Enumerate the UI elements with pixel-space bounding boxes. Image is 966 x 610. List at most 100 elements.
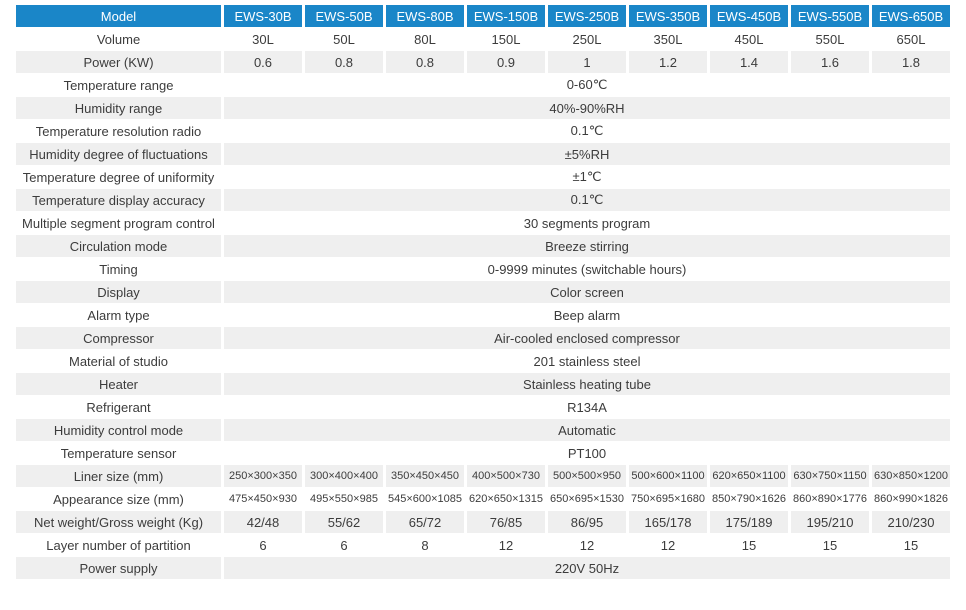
spec-cell: 620×650×1100 [710,465,788,487]
spec-cell: 850×790×1626 [711,493,787,505]
spec-cell: 650L [896,31,926,47]
model-header: EWS-150B [467,5,545,27]
model-header: EWS-250B [548,5,626,27]
table-row: Temperature range 0-60℃ [16,74,950,96]
spec-cell: 50L [333,31,355,47]
spec-cell: 15 [822,537,838,553]
spec-cell: 42/48 [224,511,302,533]
spec-cell: 0.8 [305,51,383,73]
spec-cell: 12 [660,537,676,553]
table-row: Compressor Air-cooled enclosed compressor [16,327,950,349]
row-label: Humidity range [16,97,221,119]
spec-cell: 400×500×730 [467,465,545,487]
spec-cell-merged: Breeze stirring [224,235,950,257]
table-row: Humidity control mode Automatic [16,419,950,441]
spec-cell: 550L [815,31,845,47]
spec-cell: 630×850×1200 [872,465,950,487]
row-label: Refrigerant [86,399,151,415]
row-label: Power (KW) [16,51,221,73]
spec-cell: 150L [491,31,521,47]
spec-cell: 300×400×400 [305,465,383,487]
spec-cell: 495×550×985 [310,493,378,505]
spec-cell: 195/210 [791,511,869,533]
table-row: Temperature degree of uniformity ±1℃ [16,166,950,188]
spec-cell: 860×890×1776 [792,493,868,505]
spec-cell-merged: 40%-90%RH [224,97,950,119]
spec-cell: 860×990×1826 [873,493,949,505]
row-label: Volume [96,31,141,47]
spec-cell: 210/230 [872,511,950,533]
table-row: Layer number of partition 6 6 8 12 12 12 15 15 15 [16,534,950,556]
spec-cell-merged: Beep alarm [553,307,621,323]
spec-cell: 620×650×1315 [468,493,544,505]
spec-cell: 650×695×1530 [549,493,625,505]
row-label: Temperature sensor [60,445,177,461]
spec-cell: 350L [653,31,683,47]
table-row: Timing 0-9999 minutes (switchable hours) [16,258,950,280]
spec-cell: 1 [548,51,626,73]
row-label: Temperature degree of uniformity [22,169,215,185]
spec-cell: 86/95 [548,511,626,533]
spec-cell-merged: 201 stainless steel [533,353,641,369]
spec-cell: 450L [734,31,764,47]
spec-cell: 80L [414,31,436,47]
spec-sheet: Model EWS-30B EWS-50B EWS-80B EWS-150B EWS-25… [16,5,950,579]
model-header: EWS-450B [710,5,788,27]
table-header: Model EWS-30B EWS-50B EWS-80B EWS-150B EWS-25… [16,5,950,27]
table-row: Net weight/Gross weight (Kg) 42/48 55/62 65… [16,511,950,533]
table-row: Temperature display accuracy 0.1℃ [16,189,950,211]
model-header: EWS-80B [386,5,464,27]
row-label: Alarm type [87,307,150,323]
table-row: Alarm type Beep alarm [16,304,950,326]
row-label: Layer number of partition [46,537,191,553]
spec-cell: 475×450×930 [229,493,297,505]
row-label: Temperature range [63,77,174,93]
row-label: Power supply [16,557,221,579]
spec-cell: 15 [741,537,757,553]
spec-cell-merged: Color screen [224,281,950,303]
model-header: EWS-350B [629,5,707,27]
spec-cell: 500×600×1100 [629,465,707,487]
table-row: Heater Stainless heating tube [16,373,950,395]
spec-cell: 250L [572,31,602,47]
spec-cell: 12 [498,537,514,553]
spec-cell: 350×450×450 [386,465,464,487]
spec-cell: 8 [421,537,429,553]
model-header: EWS-50B [305,5,383,27]
model-column-header: Model [16,5,221,27]
model-header: EWS-550B [791,5,869,27]
spec-cell: 175/189 [710,511,788,533]
row-label: Temperature display accuracy [16,189,221,211]
row-label: Compressor [16,327,221,349]
row-label: Display [16,281,221,303]
table-row: Temperature resolution radio 0.1℃ [16,120,950,142]
spec-cell-merged: R134A [567,399,607,415]
spec-cell-merged: 0-60℃ [566,77,608,92]
spec-cell: 250×300×350 [224,465,302,487]
table-row: Humidity range 40%-90%RH [16,97,950,119]
spec-cell-merged: 220V 50Hz [224,557,950,579]
table-row: Multiple segment program control 30 segme… [16,212,950,234]
spec-cell: 1.6 [791,51,869,73]
spec-cell: 55/62 [305,511,383,533]
spec-cell: 76/85 [467,511,545,533]
spec-cell-merged: Automatic [224,419,950,441]
spec-cell: 12 [579,537,595,553]
model-header: EWS-650B [872,5,950,27]
spec-cell: 1.2 [629,51,707,73]
spec-cell-merged: ±5%RH [224,143,950,165]
spec-cell: 6 [259,537,267,553]
table-row: Power supply 220V 50Hz [16,557,950,579]
spec-cell: 0.9 [467,51,545,73]
table-row: Volume 30L 50L 80L 150L 250L 350L 450L 550L 650L [16,28,950,50]
spec-cell-merged: 0.1℃ [224,189,950,211]
row-label: Humidity degree of fluctuations [16,143,221,165]
spec-cell: 0.6 [224,51,302,73]
table-row: Material of studio 201 stainless steel [16,350,950,372]
table-header-row: Model EWS-30B EWS-50B EWS-80B EWS-150B EWS-25… [16,5,950,27]
table-row: Liner size (mm) 250×300×350 300×400×400 350… [16,465,950,487]
spec-cell-merged: 0-9999 minutes (switchable hours) [487,261,687,277]
spec-cell: 750×695×1680 [630,493,706,505]
spec-cell-merged: Stainless heating tube [224,373,950,395]
spec-cell: 15 [903,537,919,553]
